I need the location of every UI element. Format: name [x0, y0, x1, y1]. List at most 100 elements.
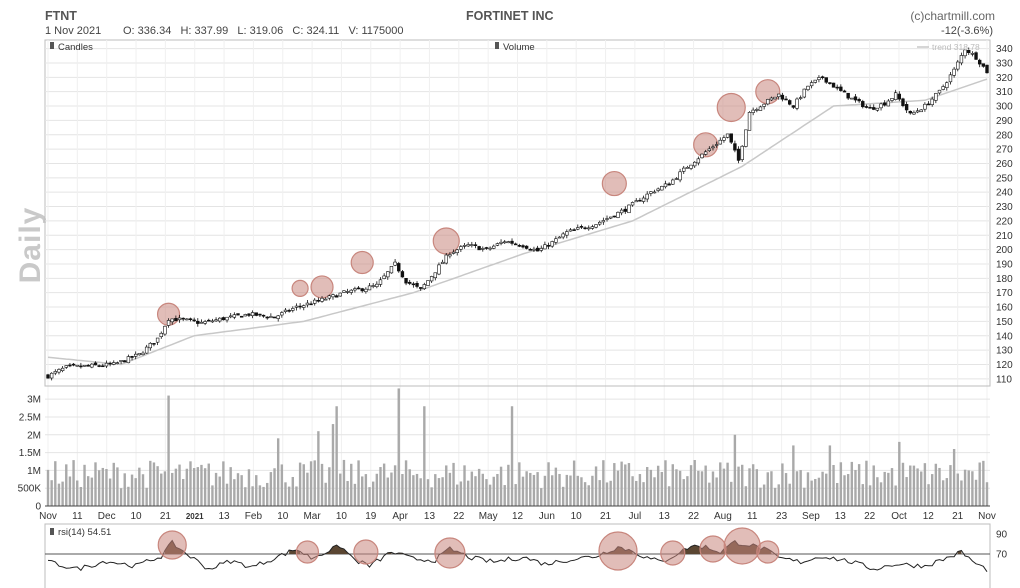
- date-tick-label: 10: [277, 511, 289, 522]
- candle-body: [316, 299, 321, 302]
- volume-bar: [368, 487, 371, 506]
- candle-body: [550, 241, 554, 247]
- candle-body: [159, 332, 163, 337]
- volume-legend-icon: [495, 42, 499, 49]
- date-tick-label: Jul: [628, 511, 641, 522]
- candle-body: [228, 315, 233, 318]
- volume-bar: [287, 486, 291, 506]
- volume-bar: [978, 462, 981, 506]
- candle-body: [579, 226, 584, 228]
- candle-body: [218, 317, 222, 322]
- volume-bar: [879, 482, 883, 506]
- volume-bar: [664, 460, 667, 506]
- candle-body: [360, 288, 364, 292]
- candle-body: [60, 367, 65, 371]
- candle-body: [711, 146, 715, 149]
- candle-body: [524, 245, 529, 249]
- candle-body: [627, 204, 631, 214]
- volume-bar: [295, 486, 298, 506]
- volume-bar: [656, 465, 660, 506]
- price-tick-label: 170: [996, 288, 1013, 299]
- candle-body: [616, 211, 620, 218]
- volume-bar: [185, 468, 189, 506]
- volume-bar: [770, 471, 773, 506]
- volume-bar: [269, 472, 273, 506]
- candle-body: [813, 79, 817, 83]
- candle-body: [163, 325, 167, 335]
- volume-bar: [496, 473, 499, 506]
- volume-bar: [751, 464, 755, 506]
- candle-body: [437, 264, 441, 275]
- candle-body: [674, 178, 679, 180]
- date-tick-label: Nov: [39, 511, 57, 522]
- volume-bar: [470, 471, 474, 506]
- volume-bar: [817, 477, 821, 506]
- candle-body: [331, 294, 335, 298]
- rsi-panel: [44, 523, 991, 588]
- date-tick-label: Jun: [539, 511, 555, 522]
- price-tick-label: 120: [996, 360, 1013, 371]
- candle-body: [386, 271, 390, 278]
- volume-bar: [371, 481, 375, 506]
- volume-bar: [291, 476, 294, 506]
- volume-bar: [532, 474, 536, 506]
- volume-bar: [324, 482, 327, 506]
- candle-body: [861, 101, 865, 108]
- candle-body: [101, 365, 105, 368]
- volume-bar: [156, 466, 159, 506]
- volume-bar: [927, 484, 930, 506]
- rsi-legend-icon: [50, 528, 54, 535]
- volume-bar: [514, 484, 517, 506]
- volume-bar: [145, 487, 148, 506]
- candle-body: [148, 342, 153, 349]
- volume-bar: [572, 460, 576, 506]
- volume-bar: [149, 460, 152, 506]
- volume-bar: [580, 477, 583, 506]
- candle-body: [572, 229, 576, 231]
- volume-bar: [353, 483, 357, 506]
- volume-bar: [229, 467, 232, 506]
- volume-bar: [379, 467, 382, 506]
- price-tick-label: 250: [996, 173, 1013, 184]
- volume-bar: [196, 467, 200, 506]
- candle-body: [693, 161, 697, 167]
- volume-bar: [839, 462, 843, 506]
- volume-bar: [854, 469, 857, 506]
- volume-bar: [909, 465, 912, 506]
- date-tick-label: Oct: [891, 511, 907, 522]
- candle-body: [272, 316, 277, 319]
- candle-body: [740, 145, 744, 160]
- volume-bar: [803, 487, 806, 506]
- volume-bar: [466, 480, 470, 506]
- candle-body: [528, 249, 532, 251]
- volume-bar: [430, 487, 433, 506]
- volume-bar: [967, 470, 970, 506]
- volume-bar: [649, 469, 653, 506]
- candle-body: [707, 148, 712, 151]
- x-grid: [47, 40, 988, 506]
- volume-bar: [543, 475, 547, 506]
- date-axis: Nov 11 Dec 10 21 2021 13 Feb 10 Mar 10 19 Apr 13 22 May…: [39, 511, 996, 522]
- volume-tick-label: 0: [35, 502, 41, 513]
- candle-body: [587, 227, 591, 230]
- candle-body: [539, 248, 543, 251]
- candle-body: [809, 82, 814, 87]
- candle-body: [766, 99, 770, 105]
- volume-bar: [342, 459, 346, 506]
- volume-bar: [86, 476, 90, 506]
- candle-body: [630, 202, 635, 206]
- volume-bar: [415, 473, 419, 506]
- volume-bar: [792, 445, 795, 506]
- volume-bar: [116, 467, 119, 506]
- candle-body: [623, 208, 627, 212]
- rsi-highlight-circle: [723, 527, 761, 565]
- date-tick-label: 12: [923, 511, 935, 522]
- volume-bar: [97, 470, 101, 506]
- candle-body: [842, 90, 847, 93]
- candle-body: [298, 305, 302, 308]
- candle-body: [137, 352, 142, 356]
- candle-body: [133, 353, 138, 357]
- candle-body: [941, 86, 945, 90]
- volume-bar: [715, 477, 718, 506]
- candle-body: [123, 360, 127, 363]
